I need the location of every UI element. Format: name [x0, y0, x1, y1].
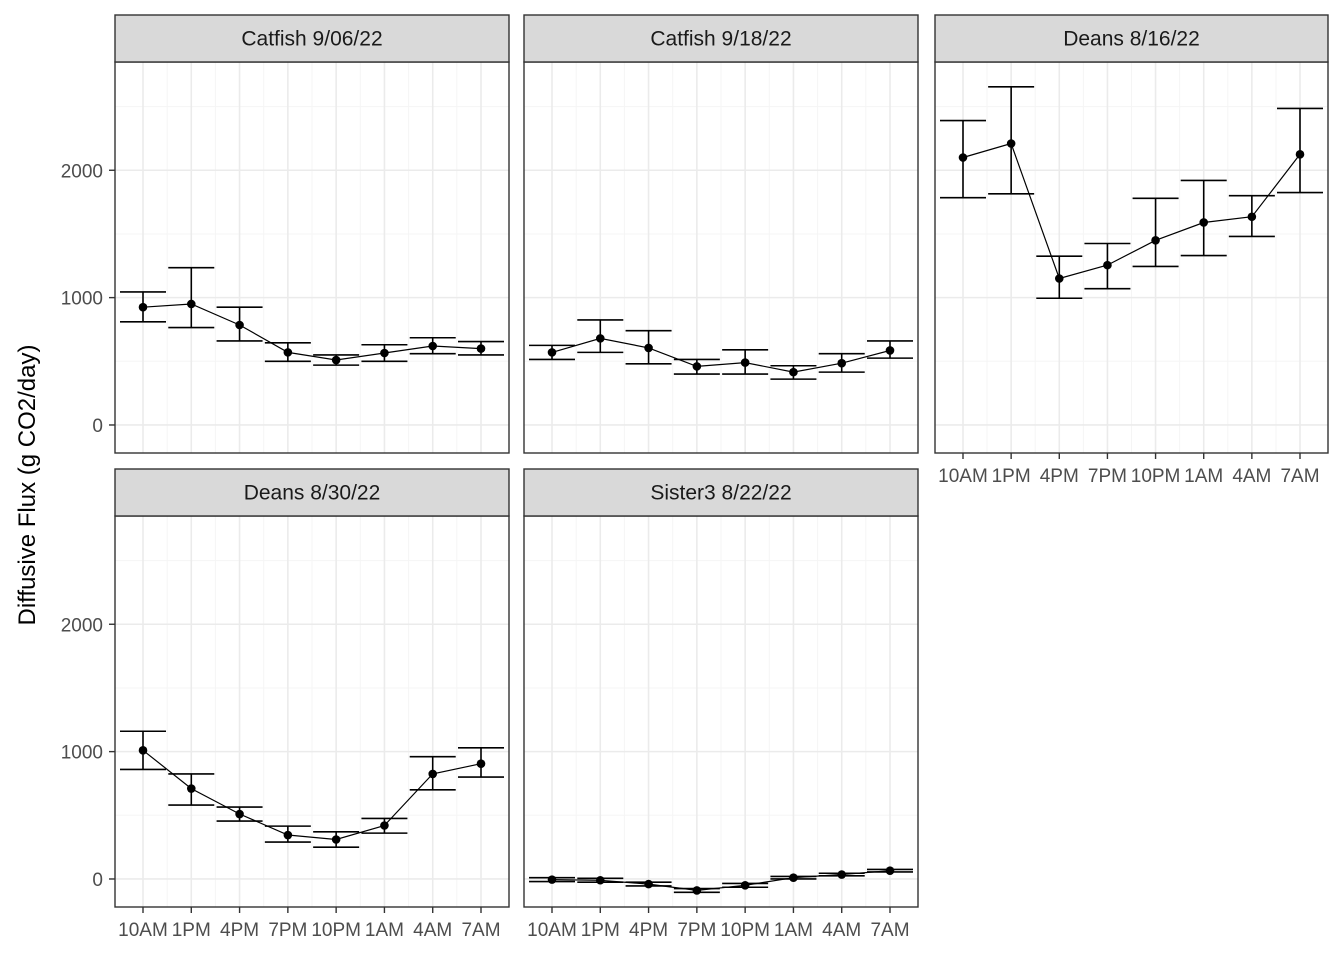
data-point	[547, 875, 557, 884]
data-point	[1054, 274, 1064, 283]
series-line	[551, 870, 891, 892]
data-point	[789, 367, 798, 377]
data-point	[235, 320, 244, 330]
data-point	[885, 346, 895, 355]
x-tick-label: 1AM	[1184, 466, 1223, 487]
x-tick-label: 10AM	[118, 920, 168, 941]
x-tick-label: 4AM	[1232, 466, 1271, 487]
x-tick-label: 4PM	[629, 920, 668, 941]
data-point	[789, 873, 798, 883]
data-point	[138, 302, 148, 312]
series-line	[551, 337, 891, 373]
data-point	[1006, 139, 1016, 148]
facet-panel: Catfish 9/18/22	[523, 14, 919, 454]
data-point	[1151, 236, 1160, 245]
data-point	[331, 835, 341, 844]
x-tick-label: 10PM	[720, 920, 770, 941]
error-bar	[1180, 179, 1227, 257]
data-point	[692, 886, 702, 895]
facet-strip	[523, 468, 919, 517]
data-point	[837, 358, 847, 368]
x-tick-label: 7PM	[1088, 466, 1127, 487]
x-tick-label: 7AM	[870, 920, 909, 941]
data-point	[283, 830, 293, 840]
y-tick-label: 2000	[61, 161, 103, 182]
data-point	[1295, 150, 1305, 159]
facet-panels: Catfish 9/06/22 0 1000 2000 Catfish 9/18/22 D…	[61, 14, 1329, 941]
x-tick-label: 7AM	[461, 920, 500, 941]
facet-strip	[523, 14, 919, 63]
facet-strip	[114, 468, 510, 517]
x-tick-label: 4AM	[822, 920, 861, 941]
data-point	[692, 362, 702, 371]
facet-panel: Sister3 8/22/22 10AM 1PM 4PM 7PM 10PM 1AM 4AM 7A…	[523, 468, 919, 941]
data-point	[283, 348, 293, 357]
error-bar	[168, 266, 215, 329]
data-point	[644, 879, 653, 889]
data-point	[428, 769, 438, 779]
x-tick-label: 1AM	[365, 920, 404, 941]
facet-panel: Deans 8/30/22 0 1000 2000 10AM 1PM 4PM 7PM 10PM 1…	[61, 468, 510, 941]
data-point	[476, 344, 486, 353]
series-line	[962, 142, 1301, 280]
data-point	[235, 809, 244, 819]
y-tick-label: 2000	[61, 615, 103, 636]
x-tick-label: 7PM	[677, 920, 716, 941]
facet-title: Catfish 9/06/22	[241, 28, 382, 51]
y-axis-title: Diffusive Flux (g CO2/day)	[14, 345, 41, 626]
series-line	[142, 303, 482, 361]
facet-panel: Deans 8/16/22 10AM 1PM 4PM 7PM 10PM 1AM 4AM 7AM	[934, 14, 1329, 487]
y-tick-label: 1000	[61, 289, 103, 310]
error-bar	[1132, 197, 1179, 268]
data-point	[1247, 212, 1257, 222]
x-tick-label: 1PM	[172, 920, 211, 941]
x-tick-label: 10PM	[1131, 466, 1181, 487]
data-point	[547, 348, 557, 357]
x-tick-label: 10AM	[527, 920, 577, 941]
x-tick-label: 4PM	[220, 920, 259, 941]
data-point	[740, 881, 750, 890]
x-tick-label: 1PM	[581, 920, 620, 941]
data-point	[186, 299, 196, 309]
x-tick-label: 10PM	[311, 920, 361, 941]
facet-strip	[114, 14, 510, 63]
x-tick-label: 10AM	[938, 466, 988, 487]
y-tick-label: 1000	[61, 743, 103, 764]
x-tick-label: 7AM	[1280, 466, 1319, 487]
data-point	[138, 746, 148, 755]
data-point	[595, 334, 605, 343]
data-point	[1103, 260, 1112, 270]
x-tick-label: 7PM	[268, 920, 307, 941]
data-point	[885, 866, 895, 876]
facet-title: Catfish 9/18/22	[650, 28, 791, 51]
data-point	[476, 759, 486, 769]
y-tick-label: 0	[92, 416, 103, 437]
facet-panel: Catfish 9/06/22 0 1000 2000	[61, 14, 510, 454]
facet-title: Deans 8/30/22	[244, 482, 381, 505]
y-tick-label: 0	[92, 870, 103, 891]
facet-title: Sister3 8/22/22	[650, 482, 791, 505]
series-line	[142, 749, 482, 841]
data-point	[380, 821, 389, 830]
x-tick-label: 4AM	[413, 920, 452, 941]
facet-strip	[934, 14, 1329, 63]
data-point	[380, 348, 389, 358]
x-tick-label: 1PM	[992, 466, 1031, 487]
data-point	[186, 784, 196, 793]
data-point	[331, 355, 341, 365]
data-point	[958, 153, 968, 162]
data-point	[837, 870, 847, 879]
data-point	[428, 341, 438, 351]
data-point	[644, 343, 653, 353]
x-tick-label: 4PM	[1040, 466, 1079, 487]
data-point	[740, 358, 750, 367]
data-point	[595, 875, 605, 885]
data-point	[1199, 218, 1209, 227]
facet-title: Deans 8/16/22	[1063, 28, 1200, 51]
x-tick-label: 1AM	[774, 920, 813, 941]
